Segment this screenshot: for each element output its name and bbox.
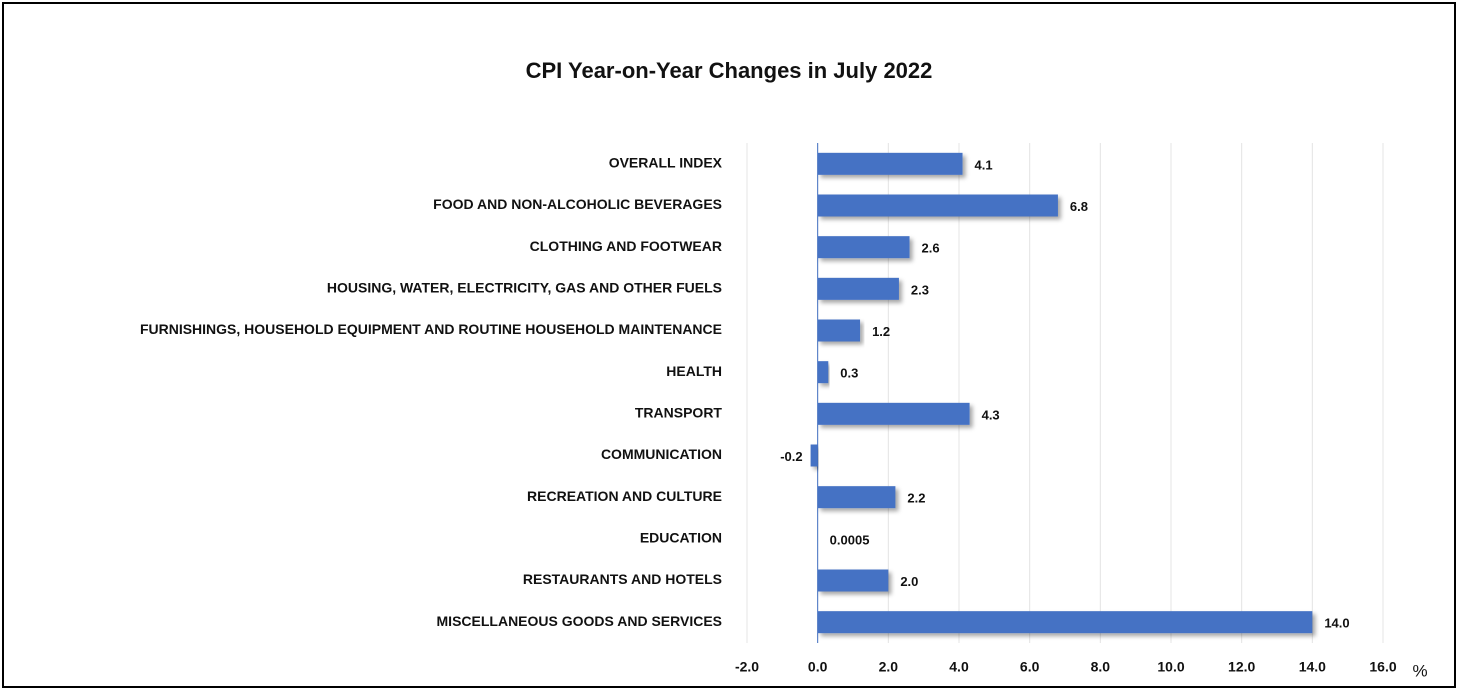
data-label: -0.2 (780, 449, 802, 464)
x-tick-label: 12.0 (1228, 659, 1255, 675)
data-label: 14.0 (1324, 616, 1349, 631)
x-tick-label: 14.0 (1299, 659, 1326, 675)
bar (817, 611, 1313, 634)
y-tick-label: COMMUNICATION (601, 446, 722, 462)
x-tick-label: 6.0 (1020, 659, 1040, 675)
bar (817, 486, 896, 509)
x-tick-label: 10.0 (1157, 659, 1184, 675)
chart-title: CPI Year-on-Year Changes in July 2022 (526, 58, 933, 83)
y-tick-label: HOUSING, WATER, ELECTRICITY, GAS AND OTH… (327, 280, 722, 296)
data-label: 0.3 (840, 366, 858, 381)
x-axis-label: % (1412, 661, 1427, 680)
y-tick-label: TRANSPORT (635, 405, 723, 421)
y-tick-label: RESTAURANTS AND HOTELS (523, 571, 722, 587)
data-label: 2.2 (907, 491, 925, 506)
x-tick-label: 2.0 (879, 659, 899, 675)
bar (810, 444, 818, 467)
data-label: 0.0005 (830, 532, 870, 547)
data-label: 6.8 (1070, 199, 1088, 214)
bar (817, 319, 861, 342)
bar (817, 152, 963, 175)
bar (817, 569, 889, 592)
bar (817, 236, 910, 259)
data-label: 2.6 (922, 241, 940, 256)
data-label: 1.2 (872, 324, 890, 339)
y-tick-label: FURNISHINGS, HOUSEHOLD EQUIPMENT AND ROU… (140, 321, 722, 337)
y-tick-label: FOOD AND NON-ALCOHOLIC BEVERAGES (433, 196, 722, 212)
bar (817, 277, 899, 300)
y-tick-label: MISCELLANEOUS GOODS AND SERVICES (437, 613, 722, 629)
x-tick-label: -2.0 (735, 659, 759, 675)
bar (817, 402, 970, 425)
y-tick-label: HEALTH (666, 363, 722, 379)
x-tick-label: 4.0 (949, 659, 969, 675)
data-label: 2.0 (900, 574, 918, 589)
x-tick-label: 8.0 (1091, 659, 1111, 675)
x-tick-label: 0.0 (808, 659, 828, 675)
data-label: 4.3 (982, 407, 1000, 422)
y-tick-label: OVERALL INDEX (609, 155, 723, 171)
y-tick-label: RECREATION AND CULTURE (527, 488, 722, 504)
data-label: 2.3 (911, 282, 929, 297)
x-tick-label: 16.0 (1369, 659, 1396, 675)
data-label: 4.1 (975, 157, 993, 172)
bar (817, 194, 1058, 217)
y-tick-label: EDUCATION (640, 530, 722, 546)
y-tick-label: CLOTHING AND FOOTWEAR (530, 238, 722, 254)
bar (817, 361, 829, 384)
